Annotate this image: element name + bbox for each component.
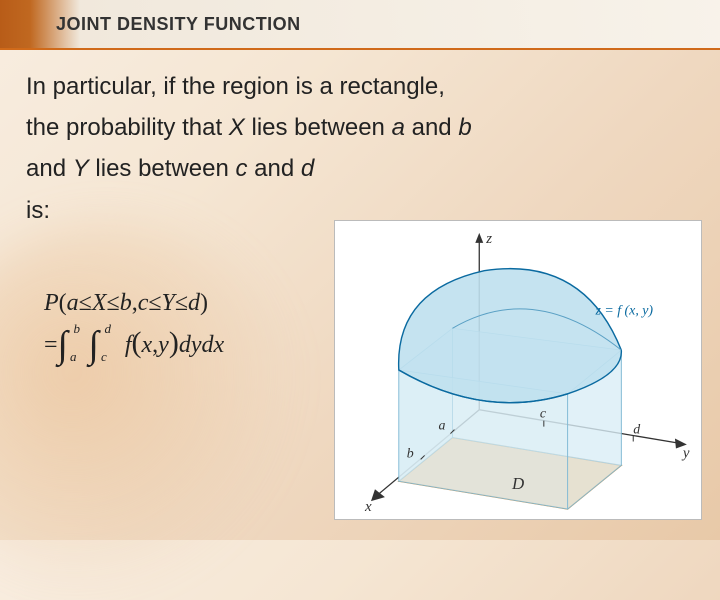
var-Y: Y — [73, 155, 89, 182]
f-ao: ( — [132, 319, 142, 367]
label-x: x — [364, 499, 372, 515]
f-dy: dy — [179, 326, 202, 364]
int1-hi: b — [74, 319, 81, 340]
t2a: the probability that — [26, 114, 229, 141]
text-line-2: the probability that X lies between a an… — [26, 109, 694, 146]
surface-dome — [399, 269, 622, 403]
t4: is: — [26, 197, 50, 224]
text-line-3: and Y lies between c and d — [26, 150, 694, 187]
t3c: and — [248, 155, 301, 182]
label-z: z — [485, 231, 492, 247]
t2c: and — [405, 114, 458, 141]
int2-hi: d — [105, 319, 112, 340]
f-le4: ≤ — [175, 284, 188, 322]
var-d: d — [301, 155, 314, 182]
label-surface: z = f (x, y) — [594, 303, 653, 318]
f-dx: dx — [201, 326, 224, 364]
int1-lo: a — [70, 347, 77, 368]
probability-formula: P(a ≤ X ≤ b, c ≤ Y ≤ d) = ∫ba ∫dc f (x, … — [44, 282, 224, 366]
slide-title: JOINT DENSITY FUNCTION — [56, 14, 301, 35]
label-b: b — [407, 446, 414, 461]
var-X: X — [229, 114, 245, 141]
int2-lo: c — [101, 347, 107, 368]
density-svg: z x y a b c d D z = f (x, y) — [335, 221, 701, 519]
label-c: c — [540, 407, 547, 422]
t3b: lies between — [89, 155, 236, 182]
f-acl: ) — [169, 319, 179, 367]
var-c: c — [236, 155, 248, 182]
var-b: b — [458, 114, 471, 141]
formula-rhs: = ∫ba ∫dc f (x, y) dy dx — [44, 324, 224, 366]
content-area: In particular, if the region is a rectan… — [0, 50, 720, 229]
label-d: d — [633, 423, 640, 438]
density-surface-figure: z x y a b c d D z = f (x, y) — [334, 220, 702, 520]
t2b: lies between — [245, 114, 392, 141]
f-le2: ≤ — [107, 284, 120, 322]
f-c: c — [138, 284, 149, 322]
var-a: a — [392, 114, 405, 141]
label-a: a — [439, 419, 446, 434]
f-f: f — [125, 326, 132, 364]
label-D: D — [511, 474, 524, 493]
f-le3: ≤ — [148, 284, 161, 322]
f-eq: = — [44, 326, 58, 364]
t3a: and — [26, 155, 73, 182]
f-d: d — [188, 284, 200, 322]
f-b: b — [120, 284, 132, 322]
lower-region: P(a ≤ X ≤ b, c ≤ Y ≤ d) = ∫ba ∫dc f (x, … — [0, 230, 720, 540]
slide-header: JOINT DENSITY FUNCTION — [0, 0, 720, 50]
t1: In particular, if the region is a rectan… — [26, 73, 445, 100]
text-line-1: In particular, if the region is a rectan… — [26, 68, 694, 105]
f-y: y — [158, 326, 169, 364]
label-y: y — [681, 445, 690, 461]
f-Y: Y — [162, 284, 175, 322]
f-x: x — [142, 326, 153, 364]
f-P: P — [44, 284, 59, 322]
f-close: ) — [200, 284, 208, 322]
